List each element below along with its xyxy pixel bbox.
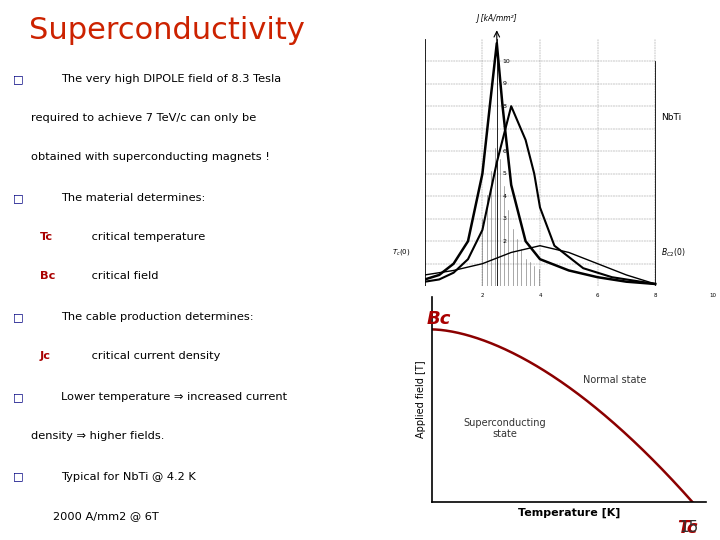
Text: Bc: Bc	[427, 309, 451, 328]
Text: The material determines:: The material determines:	[61, 193, 206, 203]
Text: □: □	[13, 312, 27, 322]
Text: 15: 15	[679, 519, 698, 535]
Text: 3: 3	[503, 216, 507, 221]
Text: required to achieve 7 TeV/c can only be: required to achieve 7 TeV/c can only be	[31, 113, 256, 123]
Text: □: □	[13, 75, 27, 84]
Text: critical field: critical field	[88, 271, 158, 281]
Text: 9: 9	[503, 81, 507, 86]
Text: 2000 A/mm2 @ 6T: 2000 A/mm2 @ 6T	[53, 511, 158, 521]
Text: J [kA/mm²]: J [kA/mm²]	[477, 14, 517, 23]
Text: Bc: Bc	[40, 271, 55, 281]
Text: Lower temperature ⇒ increased current: Lower temperature ⇒ increased current	[61, 392, 287, 402]
Text: 5: 5	[503, 171, 506, 176]
Y-axis label: Applied field [T]: Applied field [T]	[416, 361, 426, 438]
Text: 4: 4	[503, 194, 507, 199]
Text: $B_{C2}(0)$: $B_{C2}(0)$	[661, 246, 685, 259]
Text: Tc: Tc	[678, 519, 698, 537]
Text: 2: 2	[503, 239, 507, 244]
Text: The cable production determines:: The cable production determines:	[61, 312, 254, 322]
Text: density ⇒ higher fields.: density ⇒ higher fields.	[31, 431, 164, 441]
Text: critical temperature: critical temperature	[88, 232, 205, 242]
Text: □: □	[13, 392, 27, 402]
Text: T[K]: T[K]	[433, 298, 448, 304]
Text: critical current density: critical current density	[88, 351, 220, 361]
Text: □: □	[13, 193, 27, 203]
Text: NbTi: NbTi	[661, 113, 681, 122]
Text: $T_c(0)$: $T_c(0)$	[392, 247, 410, 258]
Text: 6: 6	[596, 293, 599, 298]
X-axis label: Temperature [K]: Temperature [K]	[518, 508, 620, 518]
Text: obtained with superconducting magnets !: obtained with superconducting magnets !	[31, 152, 269, 162]
Text: 7: 7	[503, 126, 507, 131]
Text: |B[T]: |B[T]	[641, 298, 657, 305]
Text: The very high DIPOLE field of 8.3 Tesla: The very high DIPOLE field of 8.3 Tesla	[61, 75, 282, 84]
Text: 6: 6	[503, 148, 506, 154]
Text: Superconductivity: Superconductivity	[29, 16, 305, 45]
Text: Jc: Jc	[40, 351, 50, 361]
Text: □: □	[13, 472, 27, 482]
Text: 10: 10	[503, 59, 510, 64]
Text: Superconducting
state: Superconducting state	[464, 418, 546, 440]
Text: 8: 8	[503, 104, 506, 109]
Text: 2: 2	[481, 293, 484, 298]
Text: 4: 4	[539, 293, 541, 298]
Text: Typical for NbTi @ 4.2 K: Typical for NbTi @ 4.2 K	[61, 472, 196, 482]
Text: 10: 10	[709, 293, 716, 298]
Text: Tc: Tc	[40, 232, 53, 242]
Text: 8: 8	[654, 293, 657, 298]
Text: Normal state: Normal state	[582, 375, 646, 386]
